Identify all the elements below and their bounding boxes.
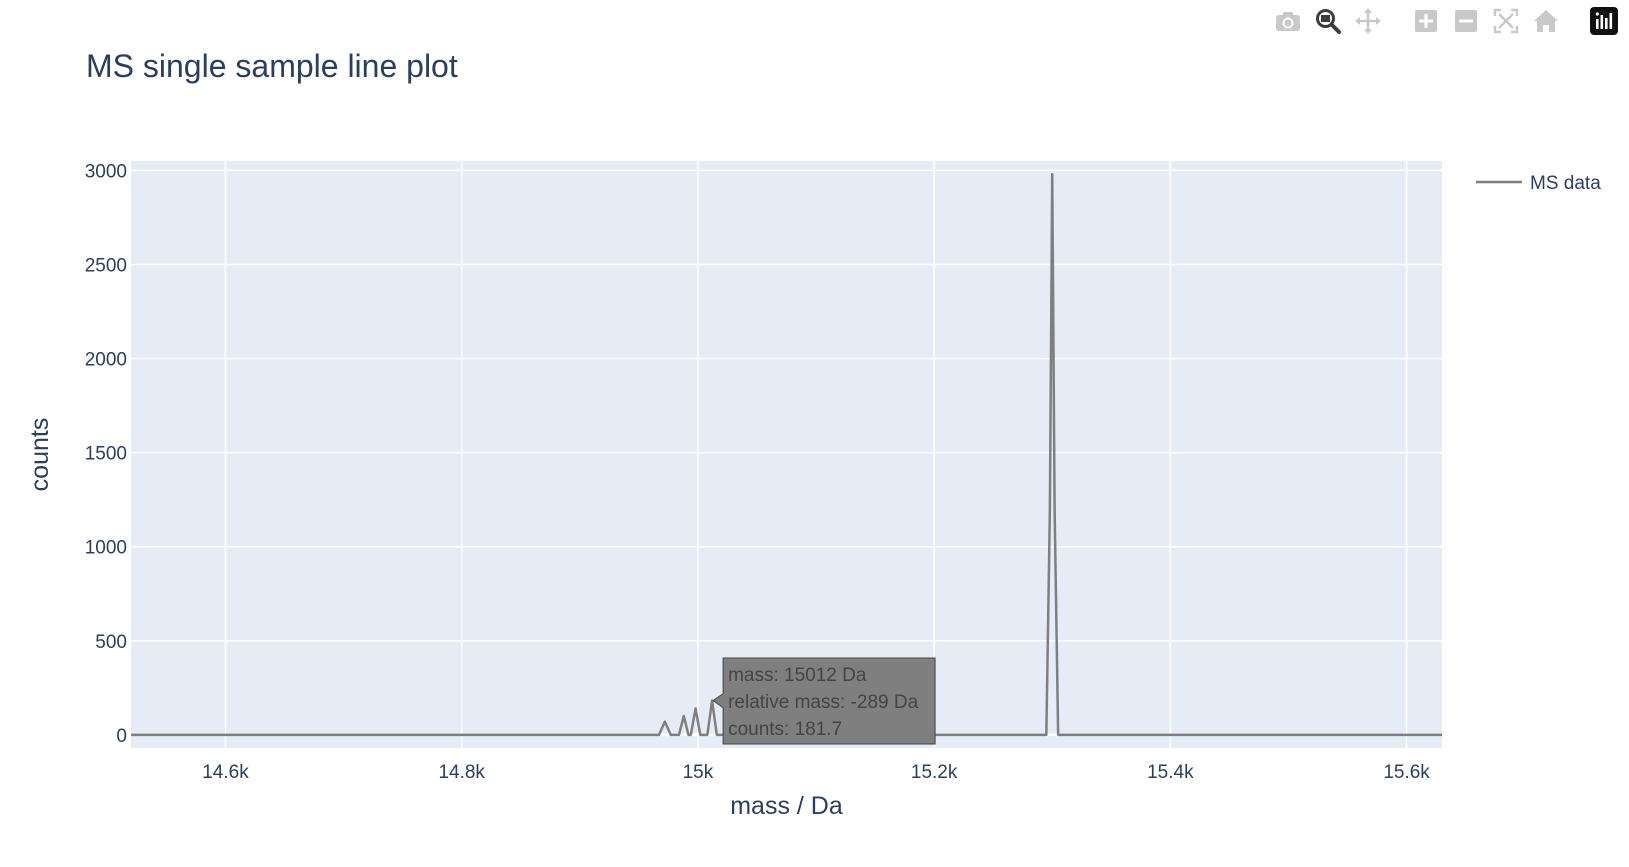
x-tick-label: 15.6k bbox=[1383, 762, 1430, 783]
y-tick-label: 2500 bbox=[85, 255, 127, 276]
x-tick-label: 14.6k bbox=[202, 762, 249, 783]
hover-tooltip-line: counts: 181.7 bbox=[728, 719, 842, 740]
y-tick-label: 0 bbox=[116, 726, 127, 747]
series-line-ms-data[interactable] bbox=[131, 172, 1442, 737]
home-icon[interactable] bbox=[1531, 6, 1561, 36]
zoom-out-icon[interactable] bbox=[1451, 6, 1481, 36]
x-tick-label: 15k bbox=[683, 762, 714, 783]
autoscale-icon[interactable] bbox=[1491, 6, 1521, 36]
x-tick-label: 14.8k bbox=[438, 762, 485, 783]
plot-area[interactable] bbox=[131, 161, 1442, 748]
x-axis-title: mass / Da bbox=[730, 792, 843, 820]
hover-tooltip-line: mass: 15012 Da bbox=[728, 665, 867, 686]
plotly-logo-icon[interactable] bbox=[1589, 6, 1619, 36]
y-tick-label: 500 bbox=[95, 632, 127, 653]
x-tick-label: 15.4k bbox=[1147, 762, 1194, 783]
y-tick-label: 1000 bbox=[85, 538, 127, 559]
modebar bbox=[1273, 6, 1619, 36]
chart-title: MS single sample line plot bbox=[86, 48, 458, 84]
x-tick-label: 15.2k bbox=[911, 762, 958, 783]
zoom-icon[interactable] bbox=[1313, 6, 1343, 36]
y-tick-label: 3000 bbox=[85, 161, 127, 182]
hover-tooltip-line: relative mass: -289 Da bbox=[728, 692, 919, 713]
y-axis-title: counts bbox=[26, 418, 54, 492]
pan-icon[interactable] bbox=[1353, 6, 1383, 36]
y-tick-label: 1500 bbox=[85, 444, 127, 465]
camera-icon[interactable] bbox=[1273, 6, 1303, 36]
hover-tooltip bbox=[712, 657, 936, 745]
legend-item-label[interactable]: MS data bbox=[1530, 173, 1601, 194]
y-tick-label: 2000 bbox=[85, 350, 127, 371]
zoom-in-icon[interactable] bbox=[1411, 6, 1441, 36]
